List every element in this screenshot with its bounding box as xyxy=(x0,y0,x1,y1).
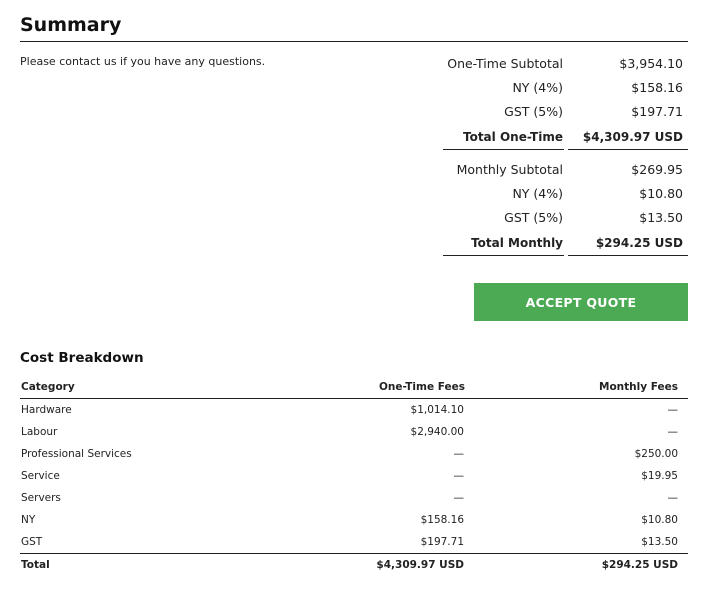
table-header-row: Category One-Time Fees Monthly Fees xyxy=(20,376,688,398)
one-time-gst-value: $197.71 xyxy=(631,104,683,119)
monthly-ny-tax-value: $10.80 xyxy=(639,186,683,201)
one-time-ny-tax-label: NY (4%) xyxy=(512,80,563,95)
accept-quote-button[interactable]: ACCEPT QUOTE xyxy=(474,283,688,321)
one-time-subtotal-label: One-Time Subtotal xyxy=(447,56,563,71)
total-monthly-fees: $294.25 USD xyxy=(601,559,678,571)
table-row: Hardware $1,014.10 — xyxy=(20,399,688,421)
row-one-time-fee: $2,940.00 xyxy=(410,426,464,438)
row-monthly-fee: $13.50 xyxy=(641,536,678,548)
total-monthly-underline xyxy=(443,255,564,256)
table-row: Professional Services — $250.00 xyxy=(20,443,688,465)
row-one-time-fee: — xyxy=(453,448,465,460)
row-one-time-fee: $158.16 xyxy=(420,514,464,526)
one-time-ny-tax-value: $158.16 xyxy=(631,80,683,95)
totals-spacer xyxy=(420,150,688,158)
table-row: Servers — — xyxy=(20,487,688,509)
total-monthly-value: $294.25 USD xyxy=(595,236,683,250)
one-time-gst-row: GST (5%) $197.71 xyxy=(420,100,688,124)
contact-note: Please contact us if you have any questi… xyxy=(20,55,266,68)
row-one-time-fee: — xyxy=(453,492,465,504)
monthly-gst-value: $13.50 xyxy=(639,210,683,225)
cost-breakdown-table: Category One-Time Fees Monthly Fees Hard… xyxy=(20,376,688,576)
row-monthly-fee: — xyxy=(667,404,679,416)
monthly-gst-label: GST (5%) xyxy=(504,210,563,225)
monthly-subtotal-value: $269.95 xyxy=(631,162,683,177)
one-time-ny-tax-row: NY (4%) $158.16 xyxy=(420,76,688,100)
column-header-category: Category xyxy=(21,381,75,393)
totals-panel: One-Time Subtotal $3,954.10 NY (4%) $158… xyxy=(420,52,688,256)
monthly-subtotal-label: Monthly Subtotal xyxy=(456,162,563,177)
one-time-gst-label: GST (5%) xyxy=(504,104,563,119)
row-monthly-fee: $250.00 xyxy=(634,448,678,460)
row-category: Professional Services xyxy=(21,448,132,460)
summary-title: Summary xyxy=(20,14,122,36)
table-row: Labour $2,940.00 — xyxy=(20,421,688,443)
total-monthly-value-underline xyxy=(568,255,688,256)
row-category: Labour xyxy=(21,426,58,438)
row-one-time-fee: — xyxy=(453,470,465,482)
table-total-divider xyxy=(20,553,688,554)
row-category: Servers xyxy=(21,492,61,504)
table-header-divider xyxy=(20,398,688,399)
row-monthly-fee: — xyxy=(667,492,679,504)
total-one-time-fees: $4,309.97 USD xyxy=(376,559,464,571)
summary-divider xyxy=(20,41,688,42)
monthly-subtotal-row: Monthly Subtotal $269.95 xyxy=(420,158,688,182)
row-monthly-fee: $10.80 xyxy=(641,514,678,526)
total-one-time-label: Total One-Time xyxy=(462,130,563,144)
column-header-monthly-fees: Monthly Fees xyxy=(599,381,678,393)
row-category: GST xyxy=(21,536,43,548)
row-one-time-fee: $1,014.10 xyxy=(410,404,464,416)
total-monthly-row: Total Monthly $294.25 USD xyxy=(420,230,688,256)
one-time-subtotal-row: One-Time Subtotal $3,954.10 xyxy=(420,52,688,76)
total-one-time-value: $4,309.97 USD xyxy=(582,130,683,144)
row-category: Service xyxy=(21,470,60,482)
row-monthly-fee: — xyxy=(667,426,679,438)
total-one-time-underline xyxy=(443,149,564,150)
total-monthly-label: Total Monthly xyxy=(471,236,563,250)
cost-breakdown-title: Cost Breakdown xyxy=(20,350,144,366)
table-total-row: Total $4,309.97 USD $294.25 USD xyxy=(20,554,688,576)
row-monthly-fee: $19.95 xyxy=(641,470,678,482)
table-row: NY $158.16 $10.80 xyxy=(20,509,688,531)
row-category: Hardware xyxy=(21,404,72,416)
total-category: Total xyxy=(21,559,50,571)
row-one-time-fee: $197.71 xyxy=(420,536,464,548)
row-category: NY xyxy=(21,514,36,526)
monthly-ny-tax-label: NY (4%) xyxy=(512,186,563,201)
one-time-subtotal-value: $3,954.10 xyxy=(619,56,683,71)
total-one-time-value-underline xyxy=(568,149,688,150)
column-header-one-time-fees: One-Time Fees xyxy=(378,381,465,393)
table-row: Service — $19.95 xyxy=(20,465,688,487)
table-row: GST $197.71 $13.50 xyxy=(20,531,688,553)
total-one-time-row: Total One-Time $4,309.97 USD xyxy=(420,124,688,150)
monthly-ny-tax-row: NY (4%) $10.80 xyxy=(420,182,688,206)
monthly-gst-row: GST (5%) $13.50 xyxy=(420,206,688,230)
